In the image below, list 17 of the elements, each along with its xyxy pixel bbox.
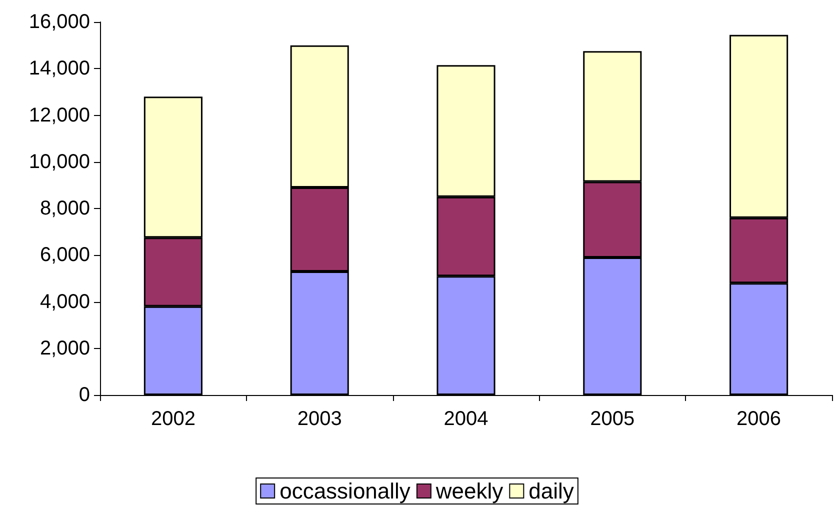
legend-label: weekly — [434, 478, 504, 504]
y-tick-label: 2,000 — [40, 337, 90, 360]
y-tick-label: 4,000 — [40, 290, 90, 313]
x-tick-label: 2002 — [150, 408, 196, 430]
y-tick-label: 12,000 — [28, 104, 90, 126]
x-tick-label: 2005 — [590, 408, 635, 430]
y-tick-label: 14,000 — [28, 58, 90, 80]
x-tick-label: 2003 — [297, 408, 342, 430]
y-tick-label: 6,000 — [40, 244, 90, 266]
y-tick-label: 10,000 — [28, 150, 90, 173]
x-tick-label: 2006 — [736, 408, 782, 430]
x-tick-label: 2004 — [444, 408, 488, 430]
legend-label: daily — [528, 478, 574, 504]
legend-label: occassionally — [280, 478, 410, 504]
y-tick-label: 8,000 — [40, 198, 90, 220]
y-tick-label: 0 — [78, 384, 90, 406]
y-tick-label: 16,000 — [28, 11, 90, 33]
